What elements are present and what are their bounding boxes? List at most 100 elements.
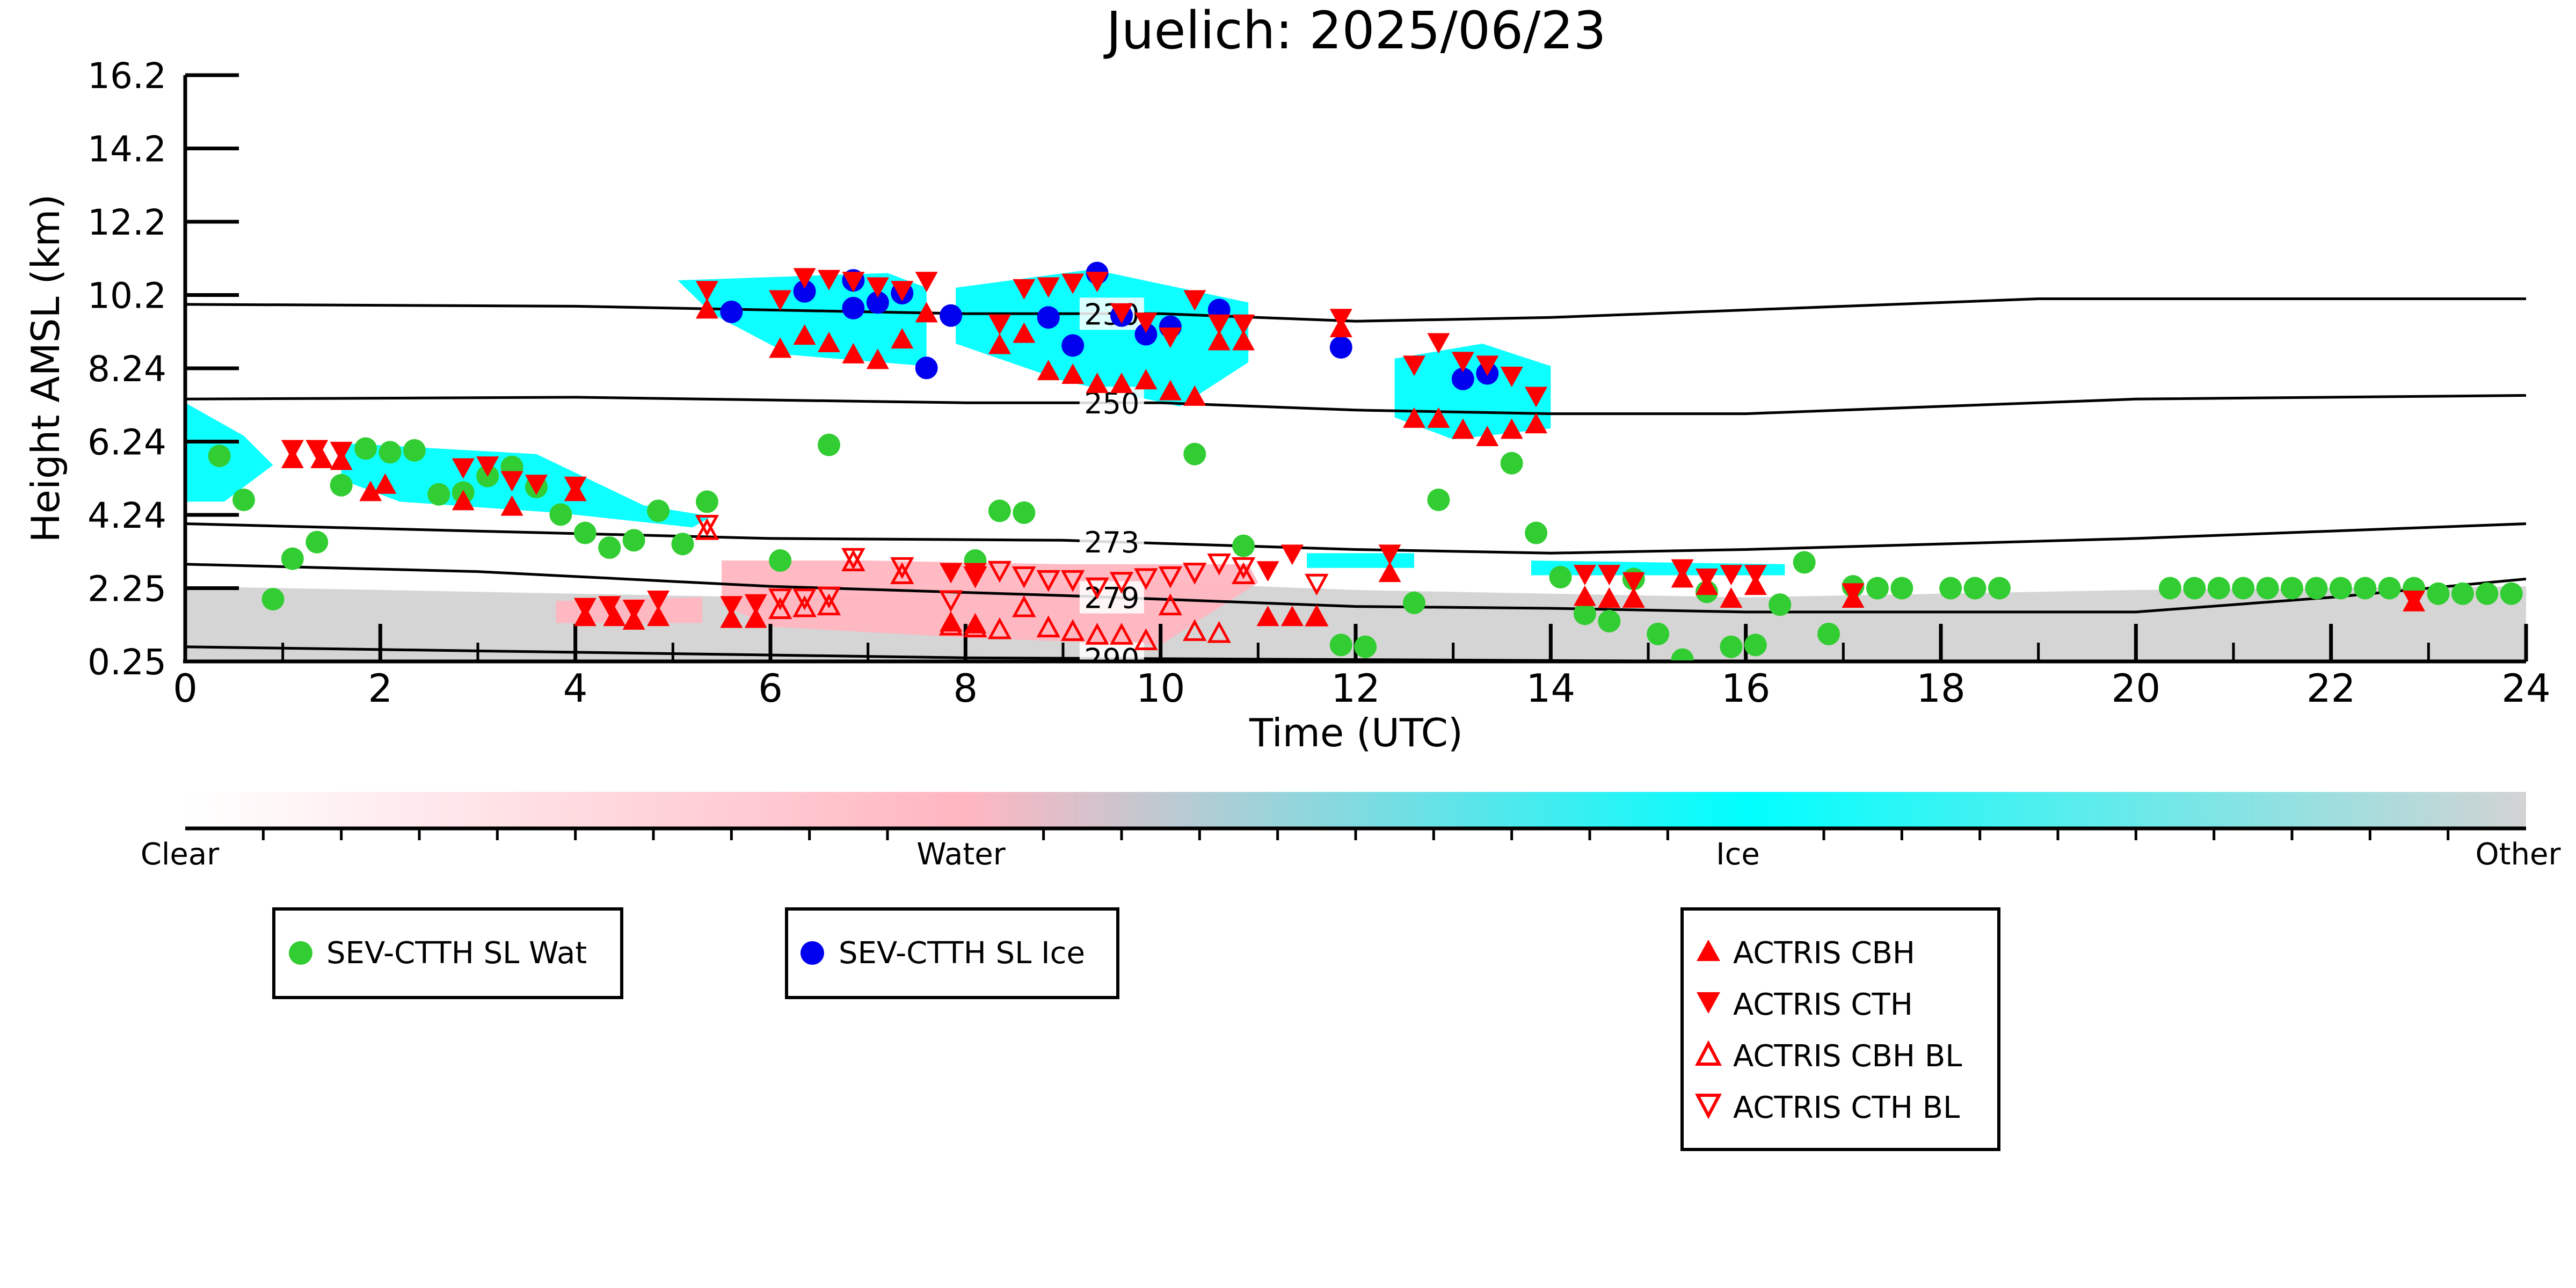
marker-sev-ctth-sl-ice bbox=[793, 280, 816, 303]
marker-actris-cbh-bl bbox=[1060, 619, 1085, 641]
marker-actris-cth bbox=[818, 270, 840, 290]
marker-actris-cth bbox=[1280, 544, 1304, 565]
legend-label-sev-ice: SEV-CTTH SL Ice bbox=[839, 936, 1085, 971]
marker-actris-cbh bbox=[1451, 418, 1474, 439]
marker-actris-cbh bbox=[744, 607, 767, 628]
marker-sev-ctth-sl-wat bbox=[1890, 577, 1913, 600]
marker-actris-cbh bbox=[1403, 407, 1425, 428]
marker-sev-ctth-sl-wat bbox=[573, 521, 596, 544]
legend-actris: ACTRIS CBH ACTRIS CTH ACTRIS CBH BL ACTR… bbox=[1680, 907, 2000, 1151]
marker-actris-cbh bbox=[866, 348, 889, 369]
marker-actris-cbh bbox=[500, 495, 523, 516]
field-region bbox=[1531, 561, 1785, 576]
marker-sev-ctth-sl-wat bbox=[2305, 577, 2328, 600]
marker-actris-cbh-bl bbox=[890, 562, 914, 584]
y-tick-label: 10.2 bbox=[88, 275, 166, 317]
marker-actris-cbh bbox=[1622, 587, 1645, 608]
legend-marker-actris-cth bbox=[1697, 992, 1720, 1014]
marker-actris-cbh bbox=[769, 337, 792, 358]
x-tick-label: 16 bbox=[1721, 666, 1771, 711]
y-tick-label: 6.24 bbox=[88, 422, 166, 463]
marker-sev-ctth-sl-wat bbox=[1769, 593, 1792, 616]
marker-actris-cth bbox=[793, 268, 816, 289]
marker-actris-cth bbox=[525, 475, 548, 496]
marker-sev-ctth-sl-ice bbox=[1061, 334, 1085, 357]
marker-actris-cbh bbox=[1500, 418, 1523, 439]
marker-actris-cbh bbox=[452, 490, 475, 511]
marker-sev-ctth-sl-wat bbox=[2281, 577, 2303, 600]
marker-actris-cth bbox=[622, 600, 645, 621]
marker-actris-cbh bbox=[1061, 363, 1085, 384]
marker-actris-cth bbox=[988, 314, 1011, 335]
marker-actris-cbh-bl bbox=[1231, 562, 1256, 584]
marker-sev-ctth-sl-wat bbox=[2500, 582, 2523, 605]
marker-sev-ctth-sl-wat bbox=[208, 445, 231, 468]
marker-actris-cth bbox=[1451, 352, 1474, 373]
marker-sev-ctth-sl-wat bbox=[1720, 635, 1743, 658]
marker-actris-cth-bl bbox=[1207, 553, 1231, 576]
marker-actris-cth bbox=[1671, 559, 1694, 580]
marker-sev-ctth-sl-wat bbox=[2451, 582, 2474, 605]
marker-actris-cbh-bl bbox=[938, 613, 963, 636]
marker-actris-cbh bbox=[1183, 385, 1206, 406]
isotherm-line bbox=[185, 563, 2526, 614]
marker-actris-cbh bbox=[1720, 587, 1743, 608]
marker-actris-cth bbox=[744, 594, 767, 615]
marker-actris-cth bbox=[695, 281, 718, 302]
marker-sev-ctth-sl-wat bbox=[2476, 582, 2499, 605]
x-tick-label: 20 bbox=[2112, 666, 2161, 711]
marker-actris-cth bbox=[2403, 590, 2426, 611]
marker-sev-ctth-sl-wat bbox=[403, 439, 426, 462]
marker-actris-cth bbox=[500, 471, 523, 492]
marker-actris-cbh bbox=[310, 447, 333, 468]
x-axis-label: Time (UTC) bbox=[1249, 710, 1463, 755]
marker-sev-ctth-sl-ice bbox=[1037, 306, 1060, 329]
marker-actris-cbh bbox=[915, 302, 938, 323]
marker-sev-ctth-sl-wat bbox=[2354, 577, 2377, 600]
isotherm-label: 290 bbox=[1084, 642, 1139, 676]
marker-sev-ctth-sl-wat bbox=[988, 499, 1011, 522]
marker-sev-ctth-sl-ice bbox=[866, 291, 889, 314]
marker-actris-cbh bbox=[1013, 322, 1036, 343]
marker-actris-cth-bl bbox=[1012, 566, 1036, 588]
marker-actris-cth-bl bbox=[695, 514, 719, 537]
marker-actris-cbh-bl bbox=[1158, 593, 1183, 616]
marker-actris-cbh bbox=[1305, 606, 1328, 627]
marker-actris-cth bbox=[1695, 568, 1718, 589]
marker-sev-ctth-sl-ice bbox=[915, 356, 938, 380]
marker-actris-cth bbox=[1573, 565, 1596, 586]
marker-actris-cth bbox=[1256, 561, 1279, 582]
marker-actris-cbh-bl bbox=[1036, 615, 1060, 638]
marker-sev-ctth-sl-wat bbox=[622, 529, 645, 552]
marker-actris-cth-bl bbox=[792, 588, 817, 610]
marker-sev-ctth-sl-ice bbox=[940, 304, 963, 327]
marker-actris-cbh-bl bbox=[1207, 621, 1231, 643]
marker-actris-cth bbox=[1427, 333, 1450, 354]
marker-actris-cth bbox=[842, 272, 865, 293]
marker-actris-cbh-bl bbox=[1109, 622, 1134, 645]
x-tick-label: 22 bbox=[2306, 666, 2356, 711]
legend-label-sev-water: SEV-CTTH SL Wat bbox=[326, 936, 587, 971]
marker-actris-cbh bbox=[818, 332, 840, 353]
marker-actris-cth bbox=[1720, 565, 1743, 586]
legend-marker-sev-water bbox=[289, 941, 312, 965]
y-axis: 0.25 2.25 4.24 6.24 8.24 10.2 12.2 14.2 16.2 bbox=[88, 55, 239, 683]
legend-marker-sev-ice bbox=[801, 941, 824, 965]
marker-sev-ctth-sl-wat bbox=[1403, 591, 1425, 614]
marker-actris-cth bbox=[1842, 583, 1865, 604]
marker-actris-cth-bl bbox=[1305, 573, 1329, 596]
marker-sev-ctth-sl-wat bbox=[598, 536, 621, 559]
x-tick-label: 12 bbox=[1331, 666, 1380, 711]
marker-sev-ctth-sl-wat bbox=[1793, 551, 1816, 574]
marker-actris-cth bbox=[891, 281, 914, 302]
marker-actris-cbh bbox=[359, 481, 382, 501]
marker-sev-ctth-sl-wat bbox=[2232, 577, 2255, 600]
marker-actris-cbh-bl bbox=[963, 615, 987, 638]
marker-sev-ctth-sl-wat bbox=[2427, 582, 2450, 605]
marker-actris-cbh bbox=[603, 606, 626, 627]
marker-sev-ctth-sl-wat bbox=[647, 499, 670, 522]
marker-actris-cth-bl bbox=[963, 566, 987, 588]
marker-sev-ctth-sl-wat bbox=[769, 549, 792, 572]
marker-actris-cth bbox=[1378, 544, 1401, 565]
marker-sev-ctth-sl-wat bbox=[1939, 577, 1962, 600]
